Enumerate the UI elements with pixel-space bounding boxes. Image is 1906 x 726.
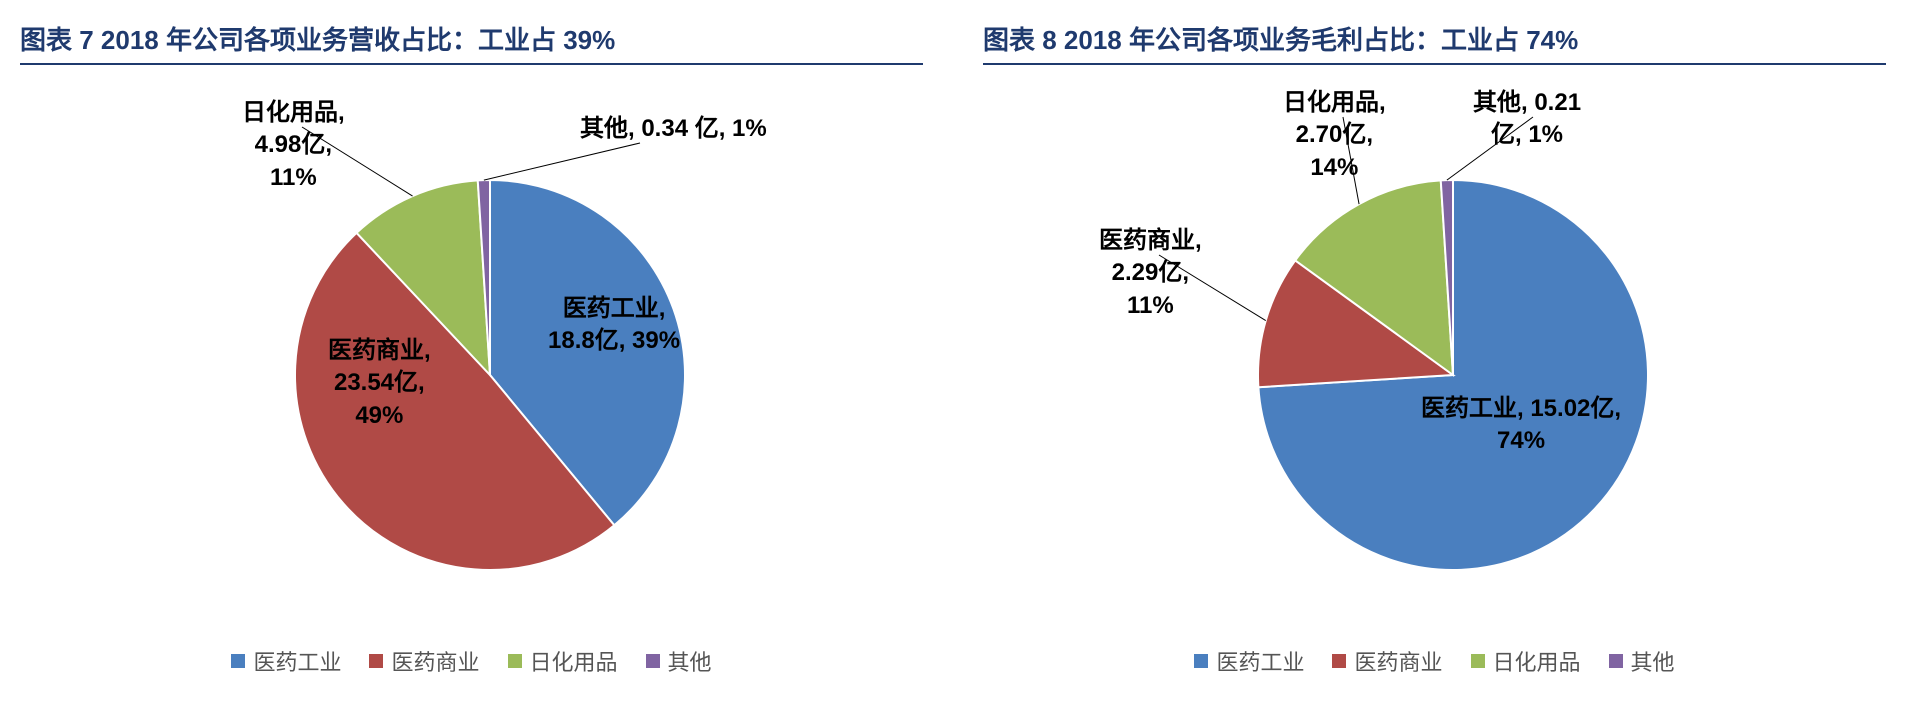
legend-item: 医药商业 xyxy=(369,645,479,677)
chart7-area: 医药工业, 18.8亿, 39% 医药商业, 23.54亿, 49% 日化用品, 4… xyxy=(20,75,923,635)
legend-item: 医药工业 xyxy=(231,645,341,677)
legend-item: 日化用品 xyxy=(1471,645,1581,677)
chart7-legend: 医药工业 医药商业 日化用品 其他 xyxy=(20,645,923,677)
legend-swatch xyxy=(508,654,522,668)
callout-other: 其他, 0.21 亿, 1% xyxy=(1473,87,1581,152)
chart8-legend: 医药工业 医药商业 日化用品 其他 xyxy=(983,645,1886,677)
callout-daily_chemicals: 日化用品, 4.98亿, 11% xyxy=(242,97,345,194)
callout-medicine_commerce: 医药商业, 2.29亿, 11% xyxy=(1099,225,1202,322)
chart8-title: 图表 8 2018 年公司各项业务毛利占比：工业占 74% xyxy=(983,20,1886,65)
pie-svg xyxy=(20,75,923,635)
legend-item: 其他 xyxy=(1609,645,1675,677)
legend-label: 医药商业 xyxy=(1354,645,1442,677)
legend-swatch xyxy=(1194,654,1208,668)
chart7-panel: 图表 7 2018 年公司各项业务营收占比：工业占 39% 医药工业, 18.8… xyxy=(20,20,923,677)
pie-svg xyxy=(983,75,1886,635)
charts-row: 图表 7 2018 年公司各项业务营收占比：工业占 39% 医药工业, 18.8… xyxy=(20,20,1886,677)
callout-medicine_industry: 医药工业, 18.8亿, 39% xyxy=(548,293,680,358)
legend-item: 其他 xyxy=(646,645,712,677)
legend-item: 医药工业 xyxy=(1194,645,1304,677)
callout-daily_chemicals: 日化用品, 2.70亿, 14% xyxy=(1283,87,1386,184)
legend-label: 其他 xyxy=(1631,645,1675,677)
legend-swatch xyxy=(1609,654,1623,668)
callout-medicine_commerce: 医药商业, 23.54亿, 49% xyxy=(328,335,431,432)
legend-label: 医药工业 xyxy=(253,645,341,677)
legend-label: 医药工业 xyxy=(1216,645,1304,677)
legend-label: 其他 xyxy=(668,645,712,677)
legend-label: 日化用品 xyxy=(530,645,618,677)
legend-swatch xyxy=(646,654,660,668)
legend-label: 日化用品 xyxy=(1493,645,1581,677)
callout-other: 其他, 0.34 亿, 1% xyxy=(580,113,767,145)
legend-swatch xyxy=(231,654,245,668)
chart7-title: 图表 7 2018 年公司各项业务营收占比：工业占 39% xyxy=(20,20,923,65)
legend-item: 日化用品 xyxy=(508,645,618,677)
legend-swatch xyxy=(1332,654,1346,668)
leader-line xyxy=(484,143,640,180)
legend-swatch xyxy=(369,654,383,668)
legend-label: 医药商业 xyxy=(391,645,479,677)
legend-swatch xyxy=(1471,654,1485,668)
chart8-area: 医药工业, 15.02亿, 74% 医药商业, 2.29亿, 11% 日化用品, 2… xyxy=(983,75,1886,635)
callout-medicine_industry: 医药工业, 15.02亿, 74% xyxy=(1421,393,1621,458)
legend-item: 医药商业 xyxy=(1332,645,1442,677)
chart8-panel: 图表 8 2018 年公司各项业务毛利占比：工业占 74% 医药工业, 15.0… xyxy=(983,20,1886,677)
